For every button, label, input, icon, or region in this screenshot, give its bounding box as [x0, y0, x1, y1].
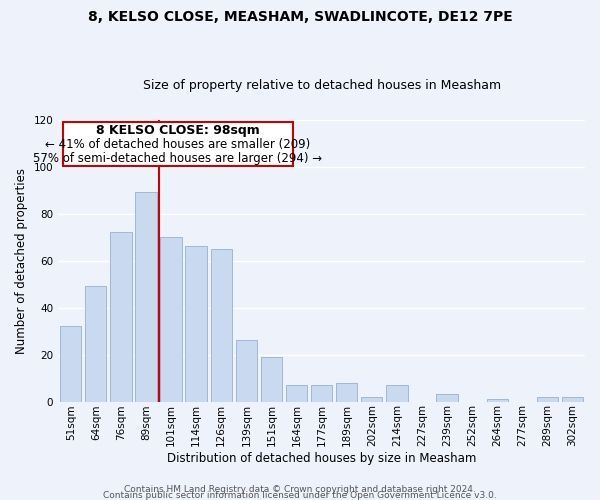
Bar: [60, 326, 82, 402]
Bar: [261, 357, 282, 402]
Text: 8, KELSO CLOSE, MEASHAM, SWADLINCOTE, DE12 7PE: 8, KELSO CLOSE, MEASHAM, SWADLINCOTE, DE…: [88, 10, 512, 24]
Bar: [236, 340, 257, 402]
Text: Contains HM Land Registry data © Crown copyright and database right 2024.: Contains HM Land Registry data © Crown c…: [124, 484, 476, 494]
X-axis label: Distribution of detached houses by size in Measham: Distribution of detached houses by size …: [167, 452, 476, 465]
Bar: [386, 385, 407, 402]
Bar: [286, 385, 307, 402]
Bar: [487, 399, 508, 402]
Bar: [361, 397, 382, 402]
FancyBboxPatch shape: [64, 122, 293, 166]
Title: Size of property relative to detached houses in Measham: Size of property relative to detached ho…: [143, 79, 500, 92]
Bar: [336, 382, 358, 402]
Bar: [136, 192, 157, 402]
Y-axis label: Number of detached properties: Number of detached properties: [15, 168, 28, 354]
Text: 57% of semi-detached houses are larger (294) →: 57% of semi-detached houses are larger (…: [34, 152, 323, 164]
Bar: [160, 237, 182, 402]
Bar: [110, 232, 131, 402]
Bar: [211, 249, 232, 402]
Bar: [185, 246, 207, 402]
Bar: [436, 394, 458, 402]
Text: 8 KELSO CLOSE: 98sqm: 8 KELSO CLOSE: 98sqm: [96, 124, 260, 136]
Bar: [537, 397, 558, 402]
Bar: [85, 286, 106, 402]
Bar: [311, 385, 332, 402]
Text: ← 41% of detached houses are smaller (209): ← 41% of detached houses are smaller (20…: [46, 138, 311, 150]
Bar: [562, 397, 583, 402]
Text: Contains public sector information licensed under the Open Government Licence v3: Contains public sector information licen…: [103, 490, 497, 500]
